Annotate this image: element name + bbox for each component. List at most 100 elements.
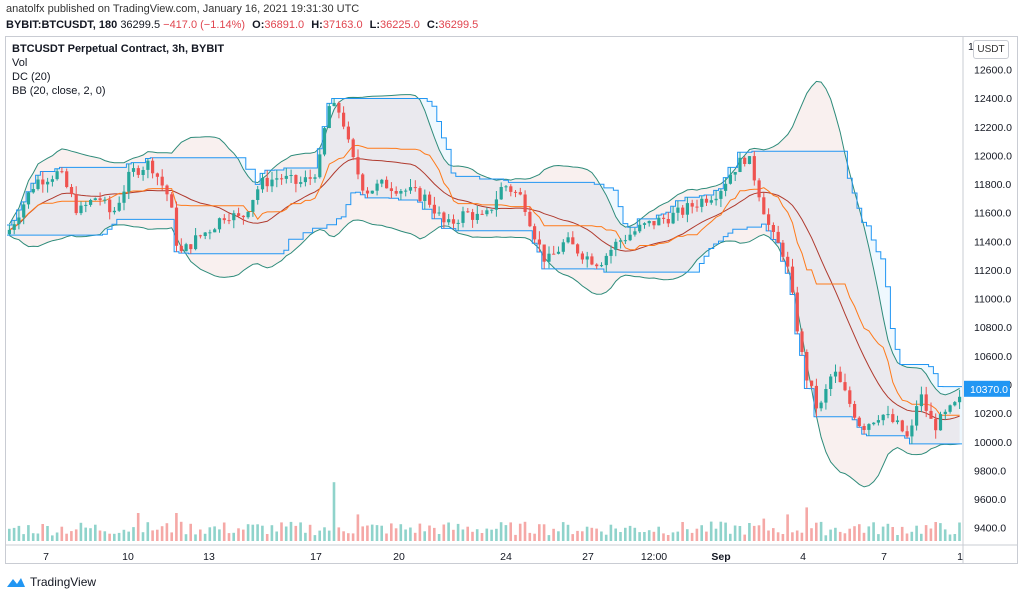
candle-body	[776, 231, 780, 243]
volume-bar	[51, 535, 54, 541]
legend-bb[interactable]: BB (20, close, 2, 0)	[12, 85, 106, 97]
volume-bar	[227, 533, 231, 541]
candle-body	[112, 210, 116, 213]
candle-body	[93, 198, 97, 200]
volume-bar	[643, 532, 646, 541]
candle-body	[881, 414, 885, 421]
volume-bar	[652, 531, 656, 541]
legend-vol[interactable]: Vol	[12, 57, 28, 69]
candle-body	[810, 380, 814, 386]
candle-body	[232, 213, 236, 221]
candle-body	[790, 266, 795, 293]
candle-body	[79, 205, 83, 214]
volume-bar	[900, 526, 904, 541]
candle-body	[767, 214, 771, 225]
candle-body	[599, 265, 604, 267]
volume-bar	[361, 526, 364, 541]
volume-bar	[94, 524, 97, 541]
x-tick-label: 1	[957, 551, 963, 563]
high-label: H:	[311, 19, 323, 31]
volume-bar	[867, 526, 871, 541]
volume-bar	[838, 531, 842, 541]
candle-body	[418, 188, 422, 201]
candle-body	[370, 190, 374, 194]
volume-bar	[280, 522, 283, 541]
volume-bar	[834, 527, 837, 541]
volume-bar	[208, 527, 212, 541]
volume-bar	[948, 534, 952, 541]
volume-bar	[442, 524, 446, 541]
volume-bar	[385, 533, 388, 541]
price-badge	[964, 380, 1010, 397]
candle-body	[642, 223, 647, 225]
volume-bar	[447, 522, 450, 541]
open-label: O:	[252, 19, 265, 31]
volume-bar	[242, 529, 245, 541]
volume-bar	[805, 507, 808, 541]
candle-body	[752, 156, 756, 181]
volume-bar	[824, 535, 828, 541]
volume-bar	[380, 525, 383, 541]
volume-bar	[495, 528, 498, 541]
candle-body	[709, 200, 713, 203]
volume-bar	[351, 533, 355, 541]
volume-bar	[423, 531, 426, 541]
candle-body	[824, 389, 828, 403]
volume-bar	[829, 529, 832, 541]
x-tick-label: 7	[43, 551, 49, 563]
candle-body	[136, 168, 140, 175]
candle-body	[160, 176, 164, 186]
candle-body	[580, 253, 584, 260]
candle-body	[208, 232, 212, 234]
candle-body	[485, 210, 489, 215]
candle-body	[762, 197, 766, 215]
dc-fill	[7, 98, 962, 444]
volume-bar	[628, 525, 632, 541]
candle-body	[891, 414, 895, 422]
high-value: 37163.0	[322, 19, 363, 31]
volume-bar	[213, 526, 216, 541]
currency-button[interactable]: USDT	[973, 40, 1009, 59]
candle-body	[943, 411, 947, 414]
candle-body	[576, 244, 580, 254]
volume-bar	[318, 530, 321, 541]
volume-bar	[896, 535, 899, 541]
volume-bar	[294, 525, 298, 541]
volume-bar	[456, 523, 460, 541]
candle-body	[886, 414, 890, 416]
volume-bar	[666, 535, 670, 541]
volume-bar	[323, 527, 326, 541]
volume-bar	[600, 531, 603, 541]
chart-frame	[5, 36, 1018, 564]
volume-bar	[858, 524, 861, 541]
candle-body	[685, 203, 689, 215]
candle-body	[547, 253, 551, 262]
volume-bar	[776, 532, 780, 541]
volume-bar	[347, 533, 350, 541]
volume-bar	[146, 522, 150, 541]
volume-bar	[375, 525, 379, 541]
volume-bar	[877, 534, 880, 541]
volume-bar	[151, 530, 154, 541]
volume-bar	[79, 522, 83, 541]
candle-body	[786, 256, 790, 267]
candle-body	[719, 190, 723, 199]
candle-body	[260, 177, 265, 190]
volume-bar	[671, 532, 675, 541]
candle-body	[313, 177, 317, 179]
volume-bar	[89, 528, 92, 541]
candle-body	[399, 191, 403, 194]
legend-dc[interactable]: DC (20)	[12, 71, 51, 83]
volume-bar	[743, 534, 746, 541]
candle-body	[122, 191, 126, 203]
candle-body	[246, 211, 250, 218]
symbol-name[interactable]: BYBIT:BTCUSDT, 180	[6, 19, 118, 31]
volume-bar	[108, 533, 111, 541]
volume-bar	[289, 521, 293, 541]
candle-body	[65, 171, 69, 187]
candle-body	[652, 221, 656, 226]
candle-body	[146, 160, 150, 170]
volume-bar	[471, 531, 474, 541]
candle-body	[924, 394, 928, 411]
